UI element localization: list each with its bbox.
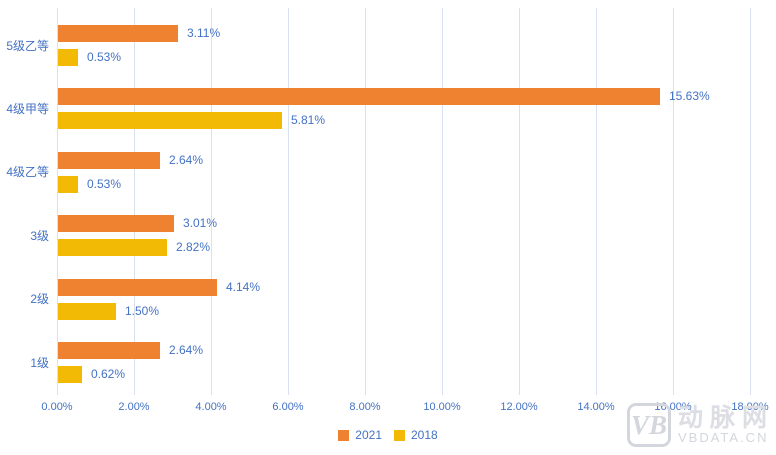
bar-value-label: 15.63% bbox=[669, 89, 710, 103]
x-axis-tick-label: 10.00% bbox=[423, 401, 461, 413]
bar-2021-3级 bbox=[58, 215, 174, 232]
gridline bbox=[288, 8, 289, 395]
bar-2018-3级 bbox=[58, 239, 167, 256]
gridline bbox=[211, 8, 212, 395]
bar-2018-1级 bbox=[58, 366, 82, 383]
bar-value-label: 0.53% bbox=[87, 50, 122, 64]
category-label: 3级 bbox=[30, 229, 49, 243]
bar-2021-4级甲等 bbox=[58, 88, 660, 105]
legend-swatch-icon bbox=[338, 429, 350, 441]
legend-item-2021: 2021 bbox=[338, 428, 382, 442]
gridline bbox=[673, 8, 674, 395]
x-axis-tick-label: 16.00% bbox=[654, 401, 692, 413]
x-axis-tick-label: 6.00% bbox=[272, 401, 304, 413]
bar-2021-4级乙等 bbox=[58, 152, 160, 169]
bar-2021-5级乙等 bbox=[58, 25, 178, 42]
legend-item-2018: 2018 bbox=[394, 428, 438, 442]
category-label: 4级乙等 bbox=[6, 165, 49, 179]
legend-label: 2021 bbox=[355, 428, 382, 442]
category-label: 1级 bbox=[30, 356, 49, 370]
bar-2021-2级 bbox=[58, 279, 217, 296]
bar-value-label: 4.14% bbox=[226, 280, 261, 294]
bar-value-label: 0.53% bbox=[87, 177, 122, 191]
gridline bbox=[442, 8, 443, 395]
bar-value-label: 3.11% bbox=[187, 26, 221, 40]
category-label: 2级 bbox=[30, 292, 49, 306]
gridline bbox=[596, 8, 597, 395]
plot-area: 3.11% 0.53% 15.63% 5.81% 2.64% 0.53% 3.01% 2.82… bbox=[57, 8, 751, 395]
x-axis-tick-label: 0.00% bbox=[41, 401, 73, 413]
bar-2018-4级甲等 bbox=[58, 112, 282, 129]
bar-value-label: 2.64% bbox=[169, 343, 204, 357]
x-axis-tick-label: 8.00% bbox=[349, 401, 381, 413]
legend: 2021 2018 bbox=[0, 428, 776, 442]
bar-2018-5级乙等 bbox=[58, 49, 78, 66]
gridline bbox=[365, 8, 366, 395]
x-axis-tick-label: 2.00% bbox=[118, 401, 150, 413]
gridline bbox=[134, 8, 135, 395]
bar-2018-2级 bbox=[58, 303, 116, 320]
legend-label: 2018 bbox=[411, 428, 438, 442]
x-axis-tick-label: 12.00% bbox=[500, 401, 538, 413]
bar-value-label: 2.64% bbox=[169, 153, 204, 167]
bar-2021-1级 bbox=[58, 342, 160, 359]
bar-value-label: 3.01% bbox=[183, 216, 218, 230]
x-axis-tick-label: 14.00% bbox=[577, 401, 615, 413]
x-axis-tick-label: 18.00% bbox=[731, 401, 769, 413]
category-label: 4级甲等 bbox=[6, 102, 49, 116]
bar-value-label: 1.50% bbox=[125, 304, 160, 318]
gridline bbox=[519, 8, 520, 395]
bar-value-label: 5.81% bbox=[291, 113, 326, 127]
legend-swatch-icon bbox=[394, 429, 405, 441]
category-label: 5级乙等 bbox=[6, 39, 49, 53]
bar-2018-4级乙等 bbox=[58, 176, 78, 193]
x-axis-tick-label: 4.00% bbox=[195, 401, 227, 413]
gridline bbox=[750, 8, 751, 395]
bar-value-label: 0.62% bbox=[91, 367, 126, 381]
bar-value-label: 2.82% bbox=[176, 240, 211, 254]
gridline bbox=[57, 8, 58, 395]
